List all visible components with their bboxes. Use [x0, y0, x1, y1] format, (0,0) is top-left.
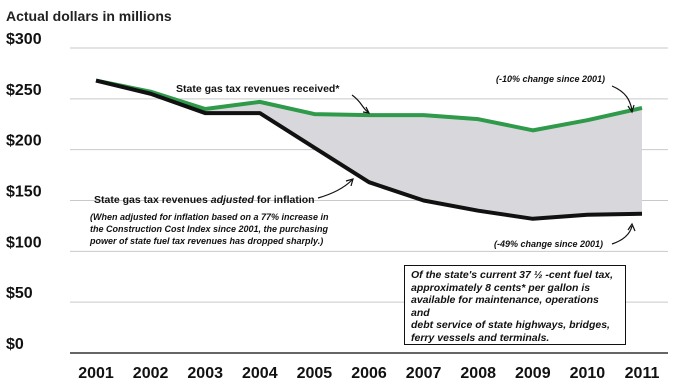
received-change-arrowhead — [627, 104, 635, 114]
x-tick-label: 2004 — [242, 365, 278, 382]
note-line-2: approximately 8 cents* per gallon is — [411, 281, 591, 294]
adjusted-arrowhead — [345, 178, 354, 187]
note-line-1: Of the state's current 37 ½ -cent fuel t… — [411, 269, 614, 281]
x-tick-label: 2007 — [406, 365, 442, 382]
x-tick-label: 2006 — [351, 365, 387, 382]
x-tick-label: 2010 — [570, 365, 606, 382]
y-tick-label: $50 — [6, 285, 33, 302]
adjusted-note-line-3: power of state fuel tax revenues has dro… — [89, 236, 323, 246]
received-series-label: State gas tax revenues received* — [176, 83, 340, 95]
shaded-gap-area — [96, 80, 642, 219]
note-line-4: debt service of state highways, bridges, — [411, 319, 610, 331]
series-line-adjusted — [95, 78, 643, 221]
y-tick-label: $250 — [6, 82, 42, 99]
x-tick-label: 2003 — [187, 365, 223, 382]
x-tick-label: 2002 — [133, 365, 169, 382]
series-line-received — [95, 78, 643, 133]
adjusted-note-line-1: (When adjusted for inflation based on a … — [90, 212, 329, 222]
fuel-tax-note-box: Of the state's current 37 ½ -cent fuel t… — [404, 265, 626, 345]
x-tick-label: 2011 — [625, 365, 660, 382]
adjusted-change-label: (-49% change since 2001) — [494, 239, 603, 249]
x-tick-label: 2009 — [515, 365, 551, 382]
received-label-arrow — [351, 94, 369, 113]
received-arrowhead — [362, 106, 371, 114]
received-change-arrow — [611, 85, 633, 111]
adjusted-change-arrow — [611, 225, 633, 245]
note-line-3: available for maintenance, operations an… — [411, 294, 599, 319]
x-tick-label: 2005 — [297, 365, 333, 382]
units-label: Actual dollars in millions — [6, 8, 172, 24]
y-tick-label: $300 — [6, 31, 42, 48]
received-change-label: (-10% change since 2001) — [496, 74, 605, 84]
adjusted-change-arrowhead — [627, 222, 636, 232]
x-tick-label: 2008 — [460, 365, 496, 382]
adjusted-series-label: State gas tax revenues adjusted for infl… — [94, 194, 315, 206]
x-tick-label: 2001 — [78, 365, 114, 382]
note-line-5: ferry vessels and terminals. — [411, 331, 550, 344]
y-tick-label: $0 — [6, 336, 24, 353]
y-tick-label: $200 — [6, 133, 42, 150]
y-tick-label: $100 — [6, 234, 42, 251]
y-tick-label: $150 — [6, 184, 42, 201]
adjusted-label-arrow — [317, 179, 353, 199]
adjusted-note-line-2: the Construction Cost Index since 2001, … — [90, 224, 329, 234]
